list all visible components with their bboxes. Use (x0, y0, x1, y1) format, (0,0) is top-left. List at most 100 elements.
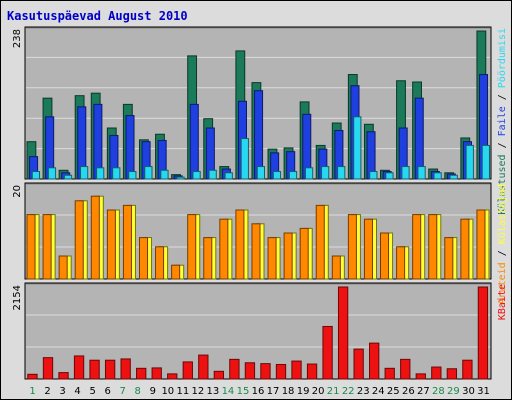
bar-kbytes (462, 359, 473, 380)
bar-kbytes (151, 367, 162, 380)
day-label: 10 (161, 386, 174, 397)
bar-hits (47, 167, 57, 180)
bar-kbytes (167, 373, 178, 380)
legend-entry: / (497, 244, 508, 262)
bar-hosts (138, 237, 149, 280)
chart-title: Kasutuspäevad August 2010 (7, 9, 188, 23)
bar-kbytes (89, 359, 100, 380)
day-label: 31 (477, 386, 490, 397)
day-label: 18 (282, 386, 295, 397)
bar-hosts (315, 204, 325, 280)
bar-hosts (122, 204, 132, 280)
legend-entry: KBaite (497, 284, 508, 320)
bar-hits (369, 171, 378, 180)
bar-kbytes (213, 370, 225, 380)
bar-hits (240, 138, 249, 180)
day-label: 24 (372, 386, 385, 397)
bar-hosts (26, 214, 36, 280)
day-label: 17 (267, 386, 280, 397)
day-label: 1 (29, 386, 35, 397)
bar-kbytes (42, 357, 54, 380)
bar-hits (112, 167, 121, 180)
bar-hits (353, 116, 362, 180)
bar-hits (337, 166, 346, 180)
bar-kbytes (104, 359, 116, 380)
bar-files (254, 90, 264, 180)
bar-kbytes (291, 360, 302, 380)
day-label: 30 (462, 386, 475, 397)
bar-files (189, 103, 199, 180)
bar-hosts (428, 214, 438, 280)
bar-kbytes (400, 358, 411, 380)
bar-kbytes (120, 358, 131, 380)
legend-entry: Aruteid (497, 262, 508, 304)
bar-hosts (251, 223, 261, 280)
bar-hosts (187, 214, 197, 280)
legend-entry: / (497, 136, 508, 154)
bar-hosts (347, 214, 357, 280)
bar-hosts (58, 255, 68, 280)
y-max-label-1: 20 (12, 185, 23, 198)
bar-kbytes (446, 368, 458, 380)
bar-hits (272, 171, 282, 180)
legend-1: Aruteid / Külastajad (497, 184, 508, 304)
bar-kbytes (353, 348, 364, 380)
bar-hits (449, 174, 458, 180)
day-label: 8 (135, 386, 141, 397)
bar-kbytes (337, 286, 349, 380)
plot-panel-2 (24, 282, 492, 380)
bar-hosts (106, 209, 116, 280)
bar-hosts (380, 232, 390, 280)
y-max-label-2: 2154 (12, 285, 23, 310)
day-label: 4 (74, 386, 80, 397)
bar-hosts (444, 237, 454, 280)
bar-hits (288, 171, 298, 180)
bar-hosts (42, 214, 52, 280)
bar-hits (224, 172, 233, 180)
day-label: 12 (192, 386, 205, 397)
bar-hosts (219, 218, 229, 280)
day-label: 21 (327, 386, 340, 397)
day-label: 20 (312, 386, 325, 397)
bar-hits (417, 166, 426, 180)
day-label: 6 (104, 386, 110, 397)
bar-hosts (331, 255, 341, 280)
bar-hits (401, 166, 410, 180)
bar-hosts (476, 209, 486, 280)
bar-hits (80, 166, 89, 180)
bar-hits (208, 169, 217, 180)
bar-hits (63, 174, 73, 180)
bar-hosts (90, 195, 100, 280)
bar-hosts (396, 246, 406, 280)
bar-kbytes (198, 354, 209, 380)
bar-kbytes (415, 373, 426, 380)
legend-2: KBaite (497, 284, 508, 320)
day-label: 3 (59, 386, 65, 397)
bar-hosts (203, 237, 213, 280)
day-label: 13 (207, 386, 220, 397)
day-label: 7 (120, 386, 126, 397)
bar-hosts (235, 209, 245, 280)
bar-kbytes (369, 342, 380, 380)
day-label: 5 (89, 386, 95, 397)
bar-kbytes (275, 363, 287, 380)
bar-kbytes (260, 363, 271, 380)
day-label: 23 (357, 386, 370, 397)
bar-hits (256, 166, 265, 180)
bar-hosts (299, 227, 309, 280)
bar-hits (144, 166, 153, 180)
bar-hosts (171, 264, 181, 280)
day-label: 19 (297, 386, 310, 397)
bar-hosts (412, 214, 422, 280)
bar-kbytes (244, 362, 256, 380)
bar-hits (385, 172, 394, 180)
y-max-label-0: 238 (12, 29, 23, 48)
bar-kbytes (229, 358, 240, 380)
bar-hits (304, 167, 314, 180)
bar-files (125, 115, 135, 180)
bar-hits (96, 167, 105, 180)
bar-hits (481, 144, 490, 180)
day-label: 11 (176, 386, 189, 397)
bar-hosts (74, 200, 84, 280)
